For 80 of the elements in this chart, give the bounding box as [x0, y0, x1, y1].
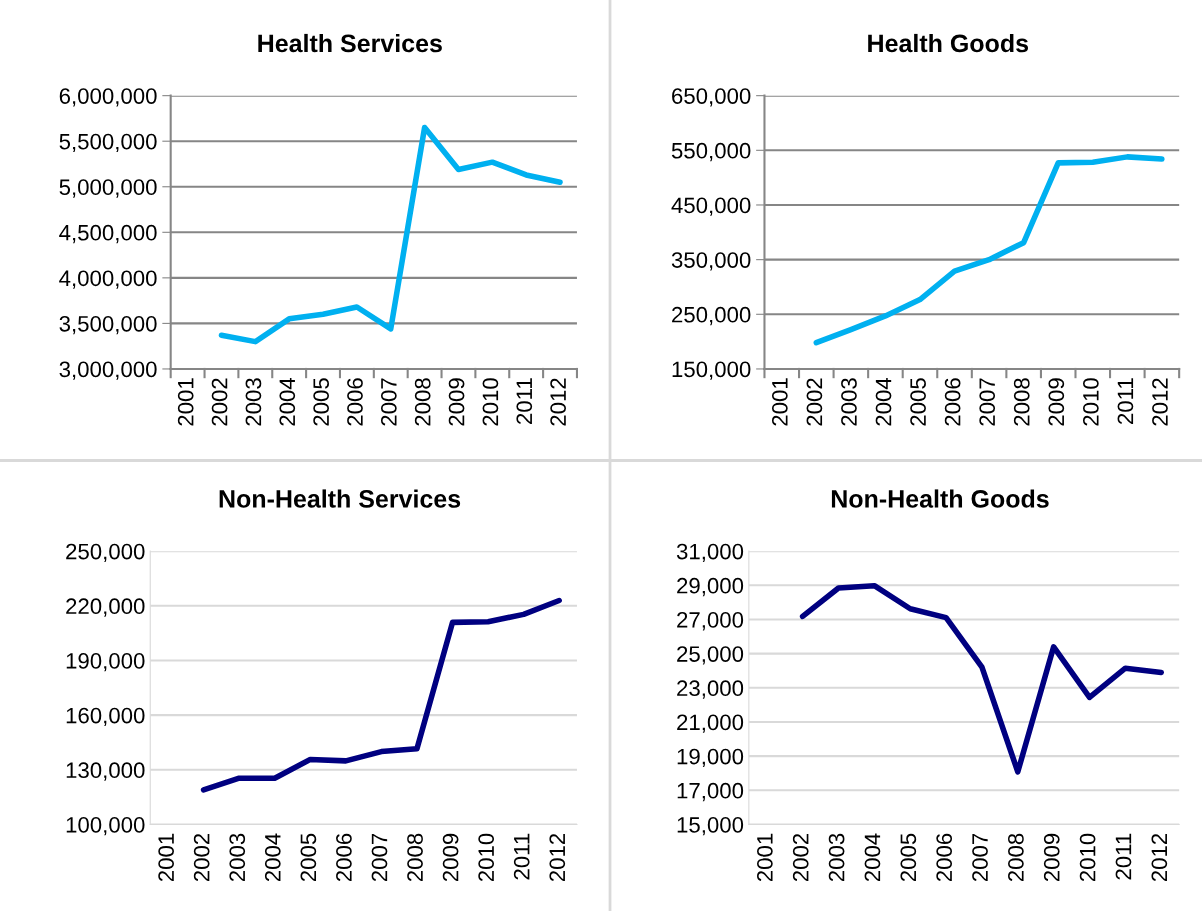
y-tick-label: 190,000 — [66, 653, 145, 672]
x-tick-label: 2005 — [313, 378, 329, 426]
x-tick-label: 2009 — [448, 378, 465, 426]
y-tick-label: 31,000 — [676, 543, 744, 563]
y-tick-label: 160,000 — [66, 707, 145, 727]
x-tick-label: 2012 — [549, 833, 566, 882]
y-tick-label: 220,000 — [66, 598, 145, 617]
x-tick-label: 2004 — [279, 377, 296, 426]
x-tick-label: 2010 — [482, 378, 499, 426]
x-tick-label: 2010 — [1083, 378, 1099, 426]
y-tick-label: 4,000,000 — [59, 270, 157, 289]
x-tick-label: 2003 — [841, 378, 857, 426]
x-tick-label: 2011 — [1117, 378, 1134, 424]
x-tick-label: 2009 — [1048, 378, 1065, 426]
y-tick-label: 250,000 — [672, 306, 751, 326]
x-tick-label: 2006 — [944, 378, 961, 426]
x-tick-label: 2002 — [806, 378, 823, 426]
y-tick-label: 21,000 — [677, 714, 744, 733]
y-tick-label: 27,000 — [677, 612, 744, 631]
x-tick-label: 2010 — [478, 833, 495, 882]
y-tick-label: 3,000,000 — [59, 361, 157, 380]
x-tick-label: 2012 — [1151, 833, 1168, 882]
y-tick-label: 15,000 — [677, 816, 744, 836]
x-tick-label: 2009 — [442, 833, 459, 882]
x-tick-label: 2012 — [1152, 378, 1168, 426]
x-tick-label: 2008 — [1008, 833, 1024, 882]
x-tick-label: 2001 — [771, 378, 788, 426]
x-tick-label: 2011 — [1115, 833, 1132, 880]
x-tick-label: 2012 — [550, 378, 566, 426]
x-tick-label: 2004 — [864, 833, 881, 882]
x-tick-label: 2006 — [336, 833, 352, 882]
y-tick-label: 17,000 — [677, 782, 744, 802]
y-tick-label: 23,000 — [677, 680, 744, 699]
x-tick-label: 2002 — [193, 833, 210, 882]
x-tick-label: 2005 — [900, 833, 917, 882]
x-tick-label: 2005 — [910, 378, 926, 426]
x-tick-label: 2010 — [1079, 833, 1096, 882]
x-tick-label: 2011 — [516, 378, 533, 424]
x-tick-label: 2001 — [158, 833, 174, 882]
y-tick-label: 5,000,000 — [59, 179, 157, 198]
y-tick-label: 550,000 — [671, 142, 751, 162]
chart-title: Non-Health Services — [219, 489, 461, 508]
x-tick-label: 2003 — [245, 378, 262, 426]
x-tick-label: 2003 — [828, 833, 845, 882]
x-tick-label: 2007 — [371, 833, 388, 882]
y-tick-label: 5,500,000 — [59, 133, 157, 153]
x-tick-label: 2007 — [979, 378, 996, 426]
y-tick-label: 350,000 — [671, 252, 751, 271]
x-tick-label: 2006 — [936, 833, 953, 882]
x-tick-label: 2008 — [407, 833, 423, 882]
chart-title: Health Services — [258, 33, 442, 53]
x-tick-label: 2001 — [757, 833, 773, 882]
y-tick-label: 6,000,000 — [59, 88, 157, 107]
x-tick-label: 2005 — [300, 833, 317, 882]
y-tick-label: 29,000 — [677, 577, 744, 597]
y-tick-label: 650,000 — [672, 88, 751, 107]
x-tick-label: 2004 — [875, 377, 892, 426]
y-tick-label: 250,000 — [66, 543, 145, 563]
y-tick-label: 19,000 — [677, 748, 744, 768]
y-tick-label: 100,000 — [66, 816, 145, 836]
x-tick-label: 2002 — [792, 833, 809, 882]
chart-title: Health Goods — [868, 33, 1029, 53]
x-tick-label: 2007 — [380, 378, 397, 426]
x-tick-label: 2002 — [211, 378, 228, 426]
y-tick-label: 4,500,000 — [59, 224, 157, 244]
x-tick-label: 2009 — [1043, 833, 1060, 882]
x-tick-label: 2008 — [414, 378, 431, 426]
x-tick-label: 2011 — [513, 833, 530, 880]
chart-title: Non-Health Goods — [831, 489, 1049, 508]
y-tick-label: 3,500,000 — [59, 315, 157, 335]
x-tick-label: 2007 — [972, 833, 988, 882]
y-tick-label: 450,000 — [671, 197, 751, 216]
y-tick-label: 130,000 — [66, 762, 145, 781]
y-tick-label: 25,000 — [677, 646, 744, 665]
x-tick-label: 2008 — [1013, 378, 1030, 426]
y-tick-label: 150,000 — [672, 361, 751, 380]
x-tick-label: 2003 — [229, 833, 246, 882]
x-tick-label: 2001 — [177, 378, 194, 426]
x-tick-label: 2006 — [347, 378, 363, 426]
x-tick-label: 2004 — [264, 833, 281, 882]
